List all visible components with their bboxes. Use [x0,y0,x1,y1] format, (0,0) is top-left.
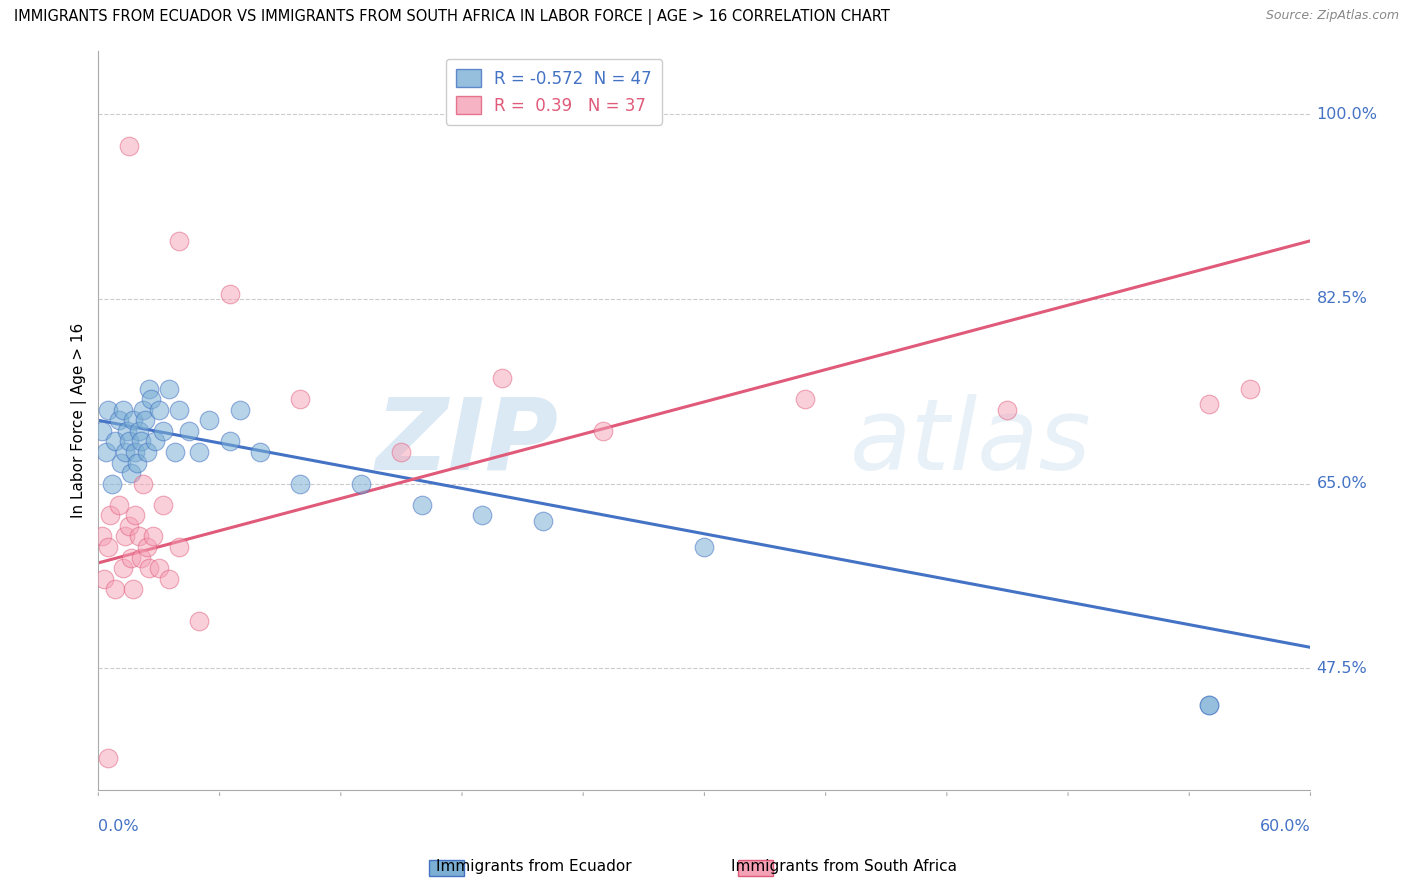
Point [111,402,134,417]
Text: Immigrants from South Africa: Immigrants from South Africa [731,859,956,874]
Point [389,445,412,459]
Text: 100.0%: 100.0% [1316,106,1378,121]
Point [491,371,513,385]
Point [290,392,312,407]
Point [118,138,141,153]
Point [120,466,142,480]
Point [96,445,118,459]
Point [167,234,190,248]
Point [129,550,152,565]
Point [118,434,141,449]
Point [111,561,134,575]
Point [125,456,148,470]
Point [121,413,143,427]
Y-axis label: In Labor Force | Age > 16: In Labor Force | Age > 16 [72,323,87,518]
Point [103,434,125,449]
Point [997,402,1019,417]
Point [1198,698,1220,713]
Point [218,286,240,301]
Point [290,476,312,491]
Point [100,508,122,523]
Text: 60.0%: 60.0% [1260,820,1310,835]
Point [138,382,160,396]
Point [249,445,271,459]
Point [188,614,211,628]
Point [97,402,120,417]
Point [124,445,146,459]
Text: ZIP: ZIP [375,394,560,491]
Point [188,445,211,459]
Point [1239,382,1261,396]
Point [350,476,373,491]
Text: Source: ZipAtlas.com: Source: ZipAtlas.com [1265,9,1399,22]
Legend: R = -0.572  N = 47, R =  0.39   N = 37: R = -0.572 N = 47, R = 0.39 N = 37 [446,59,662,125]
Point [531,514,554,528]
Point [101,476,124,491]
Point [167,402,190,417]
Point [794,392,817,407]
Point [157,572,180,586]
Point [121,582,143,597]
Text: 47.5%: 47.5% [1316,661,1367,676]
Text: 82.5%: 82.5% [1316,292,1368,306]
Point [128,424,150,438]
Point [91,424,114,438]
Point [143,434,166,449]
Point [97,540,120,554]
Point [218,434,240,449]
Point [91,529,114,543]
Point [107,498,129,512]
Point [118,519,141,533]
Text: 0.0%: 0.0% [98,820,139,835]
Point [165,445,187,459]
Text: IMMIGRANTS FROM ECUADOR VS IMMIGRANTS FROM SOUTH AFRICA IN LABOR FORCE | AGE > 1: IMMIGRANTS FROM ECUADOR VS IMMIGRANTS FR… [14,9,890,25]
Point [157,382,180,396]
Point [1198,397,1220,411]
Point [148,402,170,417]
Point [693,540,716,554]
Point [115,424,138,438]
Point [139,392,162,407]
Point [411,498,433,512]
Point [592,424,614,438]
Point [229,402,252,417]
Point [110,456,132,470]
Point [129,434,152,449]
Point [198,413,221,427]
Point [120,550,142,565]
Point [135,445,157,459]
Point [124,508,146,523]
Point [93,572,115,586]
Point [179,424,201,438]
Point [114,445,136,459]
Text: 65.0%: 65.0% [1316,476,1367,491]
Text: Immigrants from Ecuador: Immigrants from Ecuador [436,859,633,874]
Point [107,413,129,427]
Text: atlas: atlas [849,394,1091,491]
Point [132,402,155,417]
Point [167,540,190,554]
Point [97,751,120,765]
Point [138,561,160,575]
Point [114,529,136,543]
Point [128,529,150,543]
Point [152,498,174,512]
Point [103,582,125,597]
Point [152,424,174,438]
Point [132,476,155,491]
Point [148,561,170,575]
Point [135,540,157,554]
Point [134,413,156,427]
Point [471,508,494,523]
Point [142,529,165,543]
Point [1198,698,1220,713]
